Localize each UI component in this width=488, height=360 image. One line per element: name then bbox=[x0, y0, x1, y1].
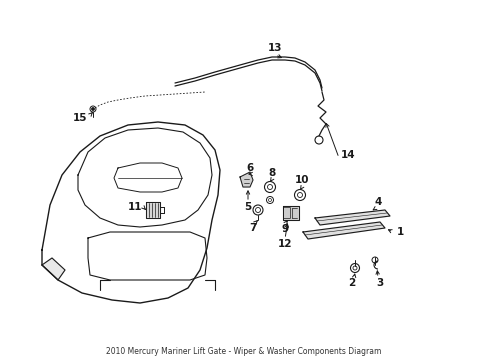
Text: 14: 14 bbox=[340, 150, 355, 160]
Text: 7: 7 bbox=[249, 223, 256, 233]
Polygon shape bbox=[240, 172, 252, 187]
Text: 5: 5 bbox=[244, 202, 251, 212]
Text: 9: 9 bbox=[281, 224, 288, 234]
Polygon shape bbox=[283, 206, 298, 220]
Text: 3: 3 bbox=[376, 278, 383, 288]
Text: 2010 Mercury Mariner Lift Gate - Wiper & Washer Components Diagram: 2010 Mercury Mariner Lift Gate - Wiper &… bbox=[106, 347, 381, 356]
Polygon shape bbox=[42, 258, 65, 280]
Text: 12: 12 bbox=[277, 239, 292, 249]
Text: 10: 10 bbox=[294, 175, 308, 185]
Text: 4: 4 bbox=[373, 197, 381, 207]
Text: 6: 6 bbox=[246, 163, 253, 173]
Text: 13: 13 bbox=[267, 43, 282, 53]
Polygon shape bbox=[314, 210, 389, 225]
Polygon shape bbox=[146, 202, 160, 218]
Text: 2: 2 bbox=[347, 278, 355, 288]
Text: 1: 1 bbox=[396, 227, 403, 237]
Text: 15: 15 bbox=[73, 113, 87, 123]
Text: 8: 8 bbox=[268, 168, 275, 178]
Circle shape bbox=[92, 108, 94, 110]
Polygon shape bbox=[303, 222, 384, 239]
Text: 11: 11 bbox=[127, 202, 142, 212]
